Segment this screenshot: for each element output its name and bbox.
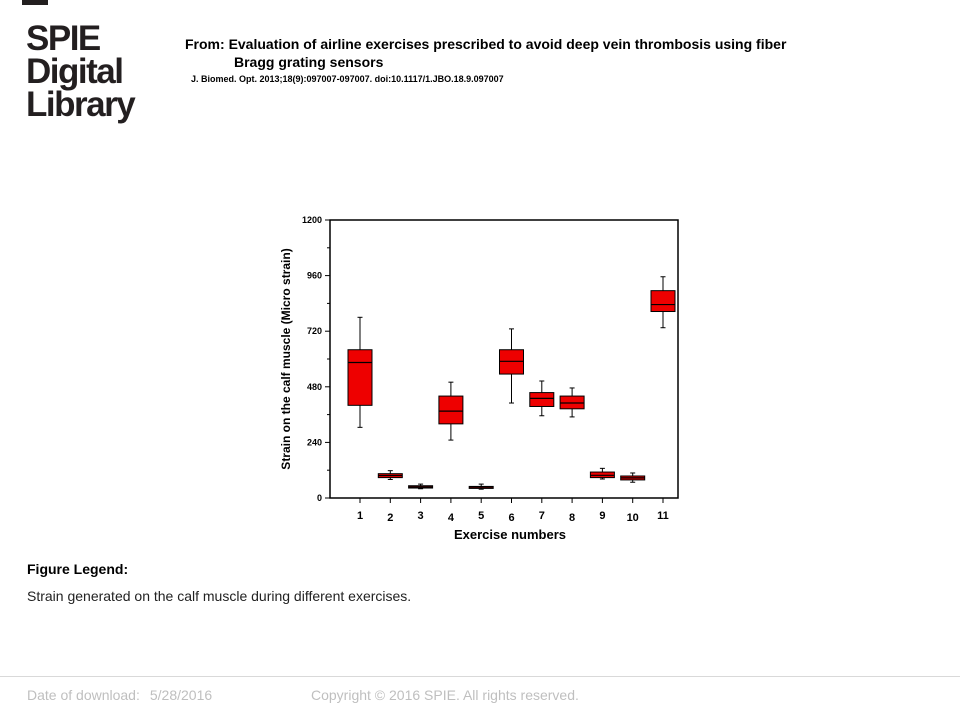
spie-digital-library-logo: SPIE Digital Library (26, 19, 156, 124)
y-tick-label: 480 (307, 382, 322, 392)
download-date-label: Date of download: (27, 687, 140, 703)
from-prefix: From: (185, 36, 229, 52)
y-tick-label: 720 (307, 326, 322, 336)
iqr-box (438, 395, 464, 425)
x-tick-label: 2 (387, 512, 393, 524)
y-axis-label: Strain on the calf muscle (Micro strain) (279, 248, 293, 469)
x-axis-label: Exercise numbers (454, 527, 566, 542)
article-citation: J. Biomed. Opt. 2013;18(9):097007-097007… (191, 74, 504, 84)
logo-line-2: Digital (26, 52, 124, 91)
boxes-layer (347, 276, 676, 490)
box-exercise-4 (438, 381, 464, 441)
logo-line-1: SPIE (26, 19, 101, 58)
box-plot-chart: 0 240 480 720 960 1200 1 2 3 4 5 6 7 8 9 10 11 Strain o… (279, 215, 679, 542)
x-tick-label: 1 (357, 510, 363, 522)
x-tick-label: 7 (539, 510, 545, 522)
x-axis-ticks: 1 2 3 4 5 6 7 8 9 10 11 (357, 498, 669, 524)
box-exercise-6 (499, 328, 524, 404)
download-date: Date of download: 5/28/2016 (27, 687, 222, 703)
box-exercise-10 (620, 472, 646, 483)
footer-divider (0, 676, 960, 677)
iqr-box (529, 392, 555, 407)
box-exercise-8 (559, 387, 585, 418)
x-tick-label: 8 (569, 512, 575, 524)
x-tick-label: 11 (657, 510, 669, 522)
iqr-box (650, 290, 676, 313)
article-heading: From: Evaluation of airline exercises pr… (185, 35, 905, 71)
figure-legend-heading: Figure Legend: (27, 561, 129, 577)
box-exercise-11 (650, 276, 676, 329)
figure-legend-text: Strain generated on the calf muscle duri… (27, 588, 412, 604)
x-tick-label: 10 (627, 512, 639, 524)
y-tick-label: 1200 (302, 215, 322, 225)
y-axis-ticks: 0 240 480 720 960 1200 (302, 215, 330, 503)
logo-line-3: Library (26, 85, 136, 124)
y-tick-label: 240 (307, 437, 322, 447)
top-accent-bar (22, 0, 48, 5)
box-exercise-7 (529, 380, 555, 417)
article-title-line-1: Evaluation of airline exercises prescrib… (228, 36, 787, 52)
x-tick-label: 9 (599, 510, 605, 522)
y-tick-label: 0 (317, 493, 322, 503)
iqr-box (347, 349, 373, 406)
box-exercise-5 (468, 483, 494, 490)
x-tick-label: 4 (448, 512, 455, 524)
download-date-value: 5/28/2016 (149, 687, 213, 703)
y-tick-label: 960 (307, 271, 322, 281)
x-tick-label: 5 (478, 510, 484, 522)
box-exercise-1 (347, 316, 373, 428)
box-exercise-2 (377, 470, 403, 480)
box-exercise-9 (589, 467, 615, 480)
box-exercise-3 (408, 483, 434, 490)
article-title-line-2: Bragg grating sensors (234, 54, 384, 70)
x-tick-label: 6 (508, 512, 514, 524)
x-tick-label: 3 (418, 510, 424, 522)
copyright-notice: Copyright © 2016 SPIE. All rights reserv… (311, 687, 579, 703)
